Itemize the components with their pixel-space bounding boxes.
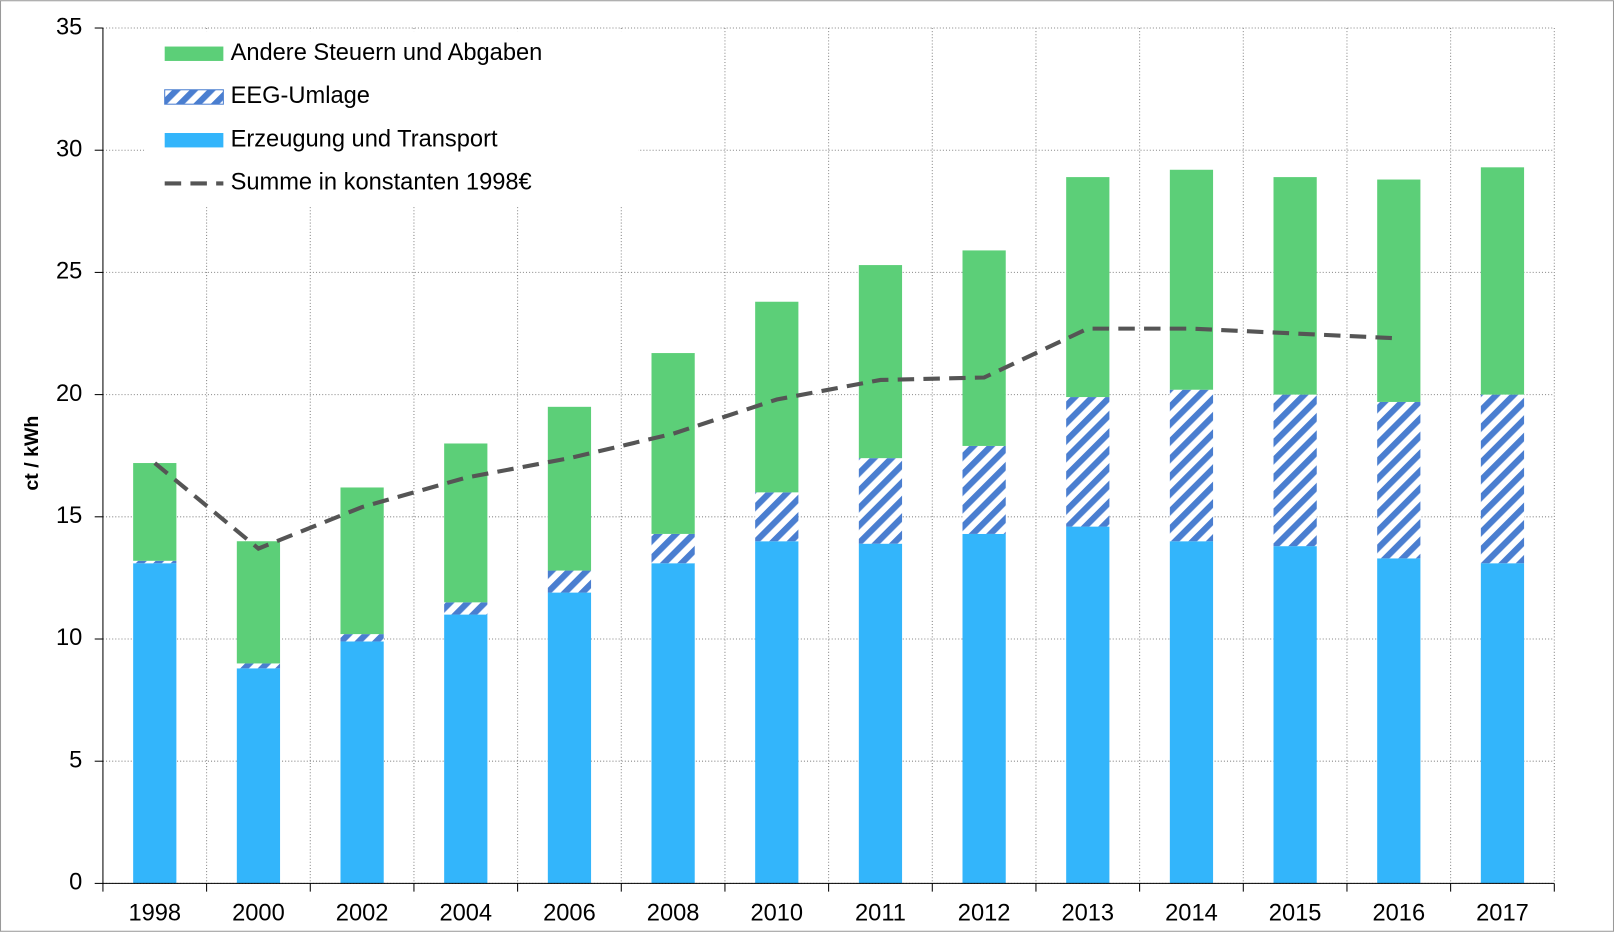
y-tick-label: 5 [69,747,82,773]
bar-segment [1066,397,1110,527]
bar-segment [755,541,799,884]
x-tick-label: 2000 [232,901,285,927]
x-tick-label: 2010 [750,901,803,927]
bar-segment [1377,558,1421,884]
y-tick-label: 10 [56,625,82,651]
x-tick-label: 2014 [1165,901,1218,927]
bar-segment [962,250,1006,446]
bar-segment [1273,177,1317,395]
y-tick-label: 35 [56,14,82,40]
bar-segment [858,265,903,459]
bar-segment [1066,177,1110,398]
x-tick-label: 2012 [958,901,1011,927]
bar-segment [1480,394,1525,564]
y-tick-label: 25 [56,259,82,285]
bar-segment [236,663,281,669]
x-tick-label: 2016 [1372,901,1425,927]
bar-segment [1169,389,1214,542]
bar-segment [651,533,695,564]
x-tick-label: 2013 [1061,901,1114,927]
legend-label: EEG-Umlage [231,83,370,109]
x-tick-label: 2004 [439,901,492,927]
bar-segment [340,487,384,635]
x-tick-label: 2011 [855,901,906,927]
y-tick-label: 15 [56,503,82,529]
line [153,326,1399,551]
x-tick-label: 2015 [1269,901,1322,927]
x-tick-label: 2008 [647,901,700,927]
bar-segment [1273,394,1317,547]
bar-segment [962,445,1006,534]
bar-segment [236,541,281,664]
bar-segment [340,641,384,884]
bar-segment [962,533,1006,884]
bar-segment [444,602,488,615]
bar-segment [858,543,903,884]
bar-segment [1377,401,1421,559]
legend-label: Andere Steuern und Abgaben [231,40,543,66]
x-tick-label: 2006 [543,901,596,927]
legend-label: Erzeugung und Transport [231,126,498,152]
bar-segment [755,492,799,542]
x-tick-label: 2017 [1476,901,1529,927]
bar-segment [1273,546,1317,884]
legend-label: Summe in konstanten 1998€ [231,170,532,196]
bar-segment [1169,541,1214,884]
x-tick-label: 2002 [336,901,389,927]
legend-swatch [164,89,224,105]
y-tick-label: 0 [69,870,82,896]
bar-segment [858,458,903,544]
bar-segment [1066,526,1110,884]
bar-segment [340,634,384,642]
bar-segment [133,560,177,564]
y-axis-label: ct / kWh [21,416,43,491]
bar-segment [755,301,799,493]
bar-segment [1169,169,1214,390]
legend-swatch [164,133,224,148]
bar-segment [547,592,592,884]
x-tick-label: 1998 [128,901,181,927]
bar-segment [547,570,592,593]
bar-segment [444,614,488,884]
bar-segment [236,668,281,884]
bar-segment [651,563,695,884]
legend-swatch [164,46,224,61]
legend-background [144,31,639,207]
y-tick-label: 30 [56,136,82,162]
bar-segment [1480,563,1525,884]
bar-segment [133,563,177,884]
y-tick-label: 20 [56,381,82,407]
bar-segment [1377,179,1421,402]
bar-segment [444,443,488,603]
bar-segment [651,353,695,534]
bar-segment [1480,167,1525,395]
bar-segment [547,406,592,571]
bar-segment [133,463,177,561]
